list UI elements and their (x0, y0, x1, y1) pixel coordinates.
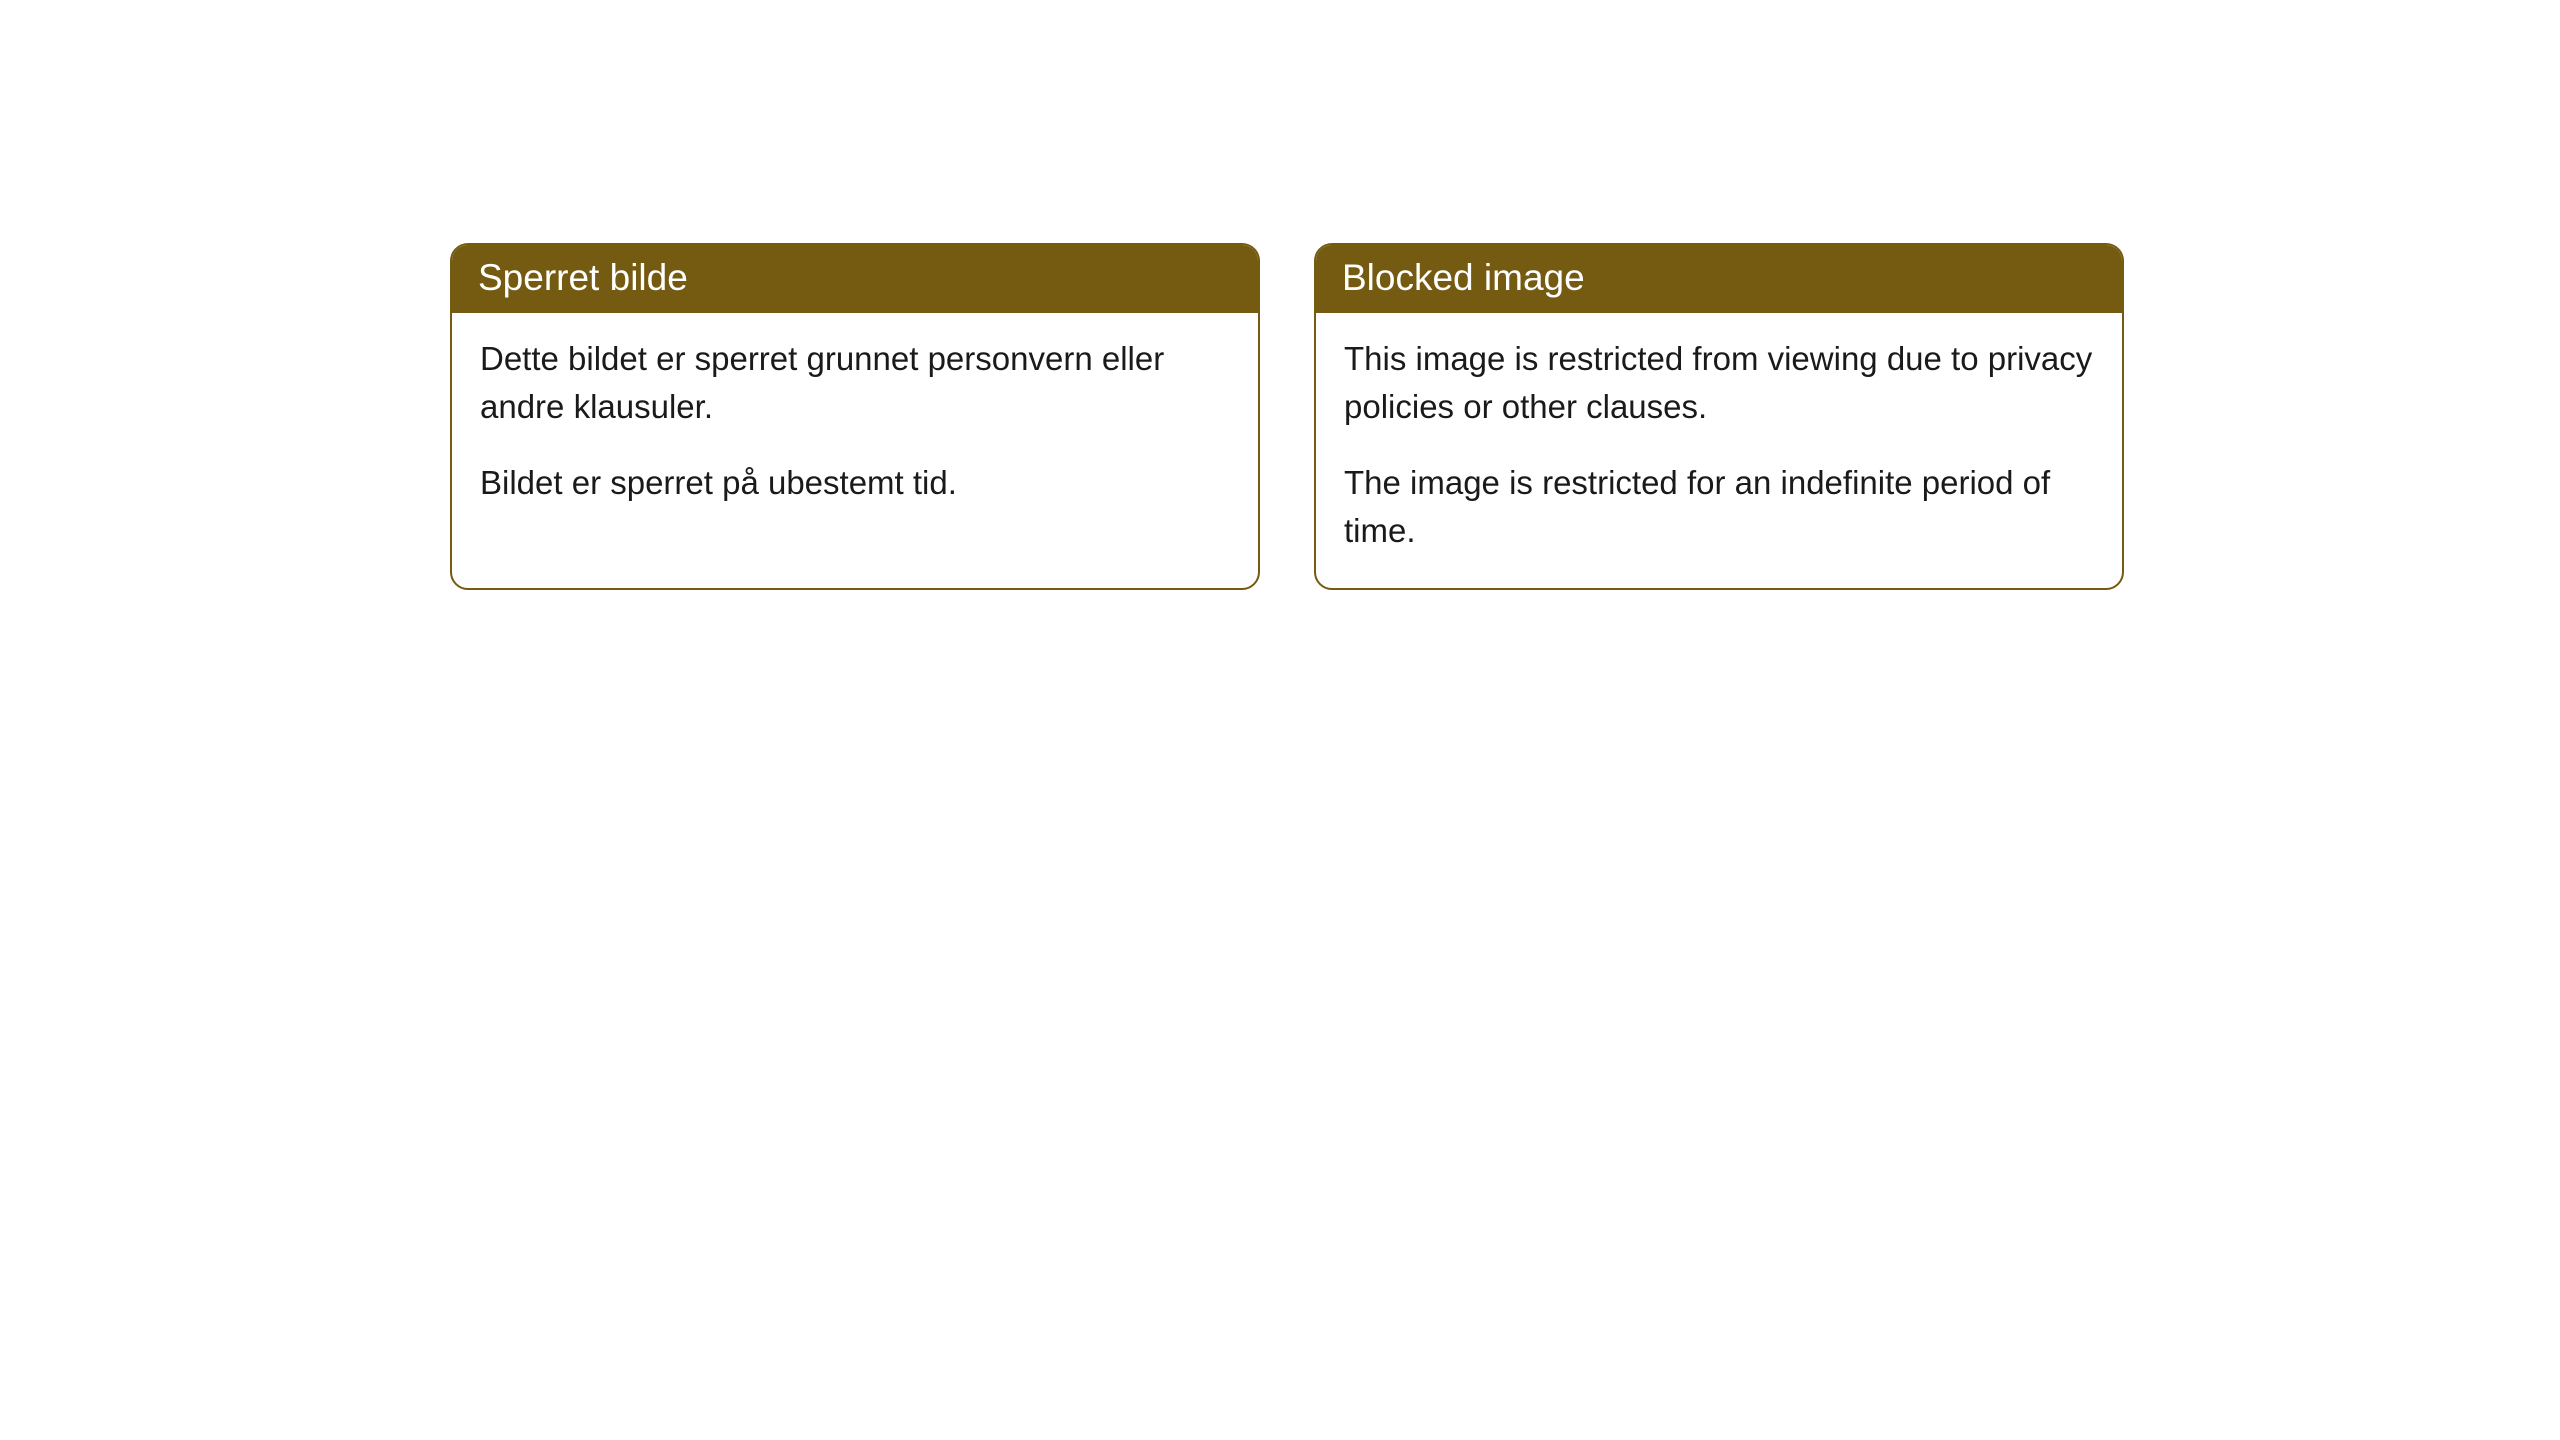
card-header: Blocked image (1316, 245, 2122, 313)
blocked-image-card-english: Blocked image This image is restricted f… (1314, 243, 2124, 590)
notice-container: Sperret bilde Dette bildet er sperret gr… (0, 0, 2560, 590)
card-paragraph: Bildet er sperret på ubestemt tid. (480, 459, 1230, 507)
card-paragraph: The image is restricted for an indefinit… (1344, 459, 2094, 555)
card-body: Dette bildet er sperret grunnet personve… (452, 313, 1258, 541)
blocked-image-card-norwegian: Sperret bilde Dette bildet er sperret gr… (450, 243, 1260, 590)
card-header: Sperret bilde (452, 245, 1258, 313)
card-paragraph: This image is restricted from viewing du… (1344, 335, 2094, 431)
card-paragraph: Dette bildet er sperret grunnet personve… (480, 335, 1230, 431)
card-body: This image is restricted from viewing du… (1316, 313, 2122, 588)
